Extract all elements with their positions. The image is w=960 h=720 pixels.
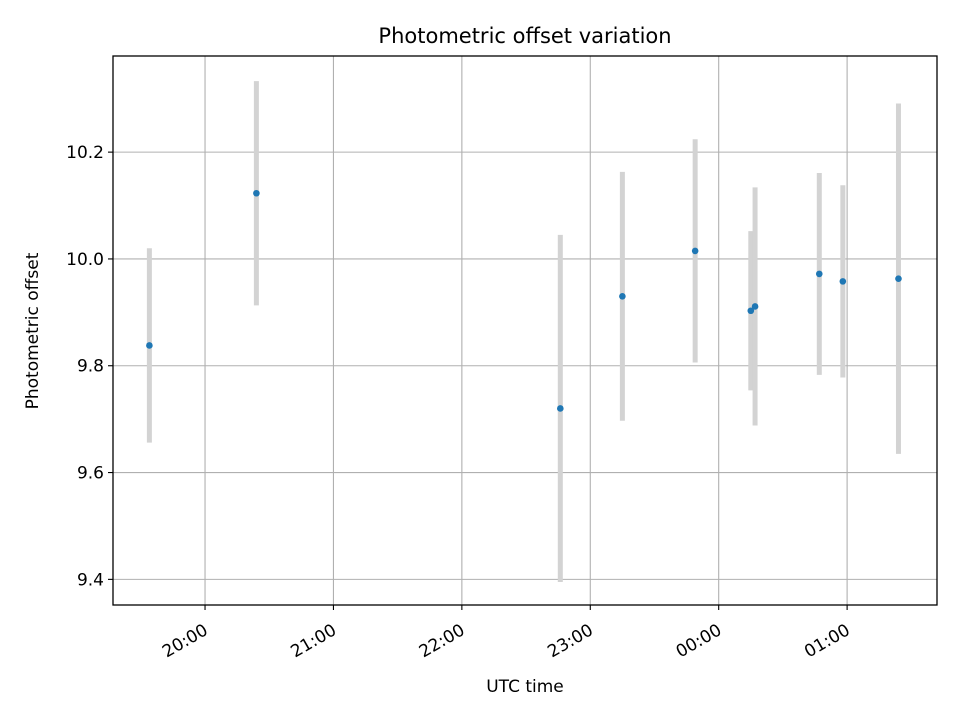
y-tick-label: 10.0	[66, 250, 104, 270]
plot-frame	[112, 55, 938, 606]
y-tick-label: 9.6	[77, 464, 104, 484]
data-point	[691, 247, 699, 255]
y-axis-ticks: 9.4 9.6 9.8 10.0 10.2	[66, 143, 113, 590]
data-point	[146, 342, 153, 349]
point-layer	[146, 189, 902, 412]
data-point	[751, 303, 759, 310]
x-axis-label: UTC time	[486, 677, 564, 697]
y-tick-label: 10.2	[66, 143, 104, 163]
data-point	[619, 293, 626, 300]
y-tick-label: 9.8	[77, 357, 104, 377]
data-point	[839, 278, 847, 285]
data-point	[815, 270, 823, 278]
data-point	[253, 189, 260, 197]
y-axis-label: Photometric offset	[23, 252, 43, 409]
data-point	[895, 275, 902, 282]
data-point	[557, 405, 564, 412]
grid-layer	[113, 56, 937, 605]
chart-title: Photometric offset variation	[378, 24, 671, 48]
data-point	[747, 307, 755, 315]
y-tick-label: 9.4	[77, 570, 104, 590]
